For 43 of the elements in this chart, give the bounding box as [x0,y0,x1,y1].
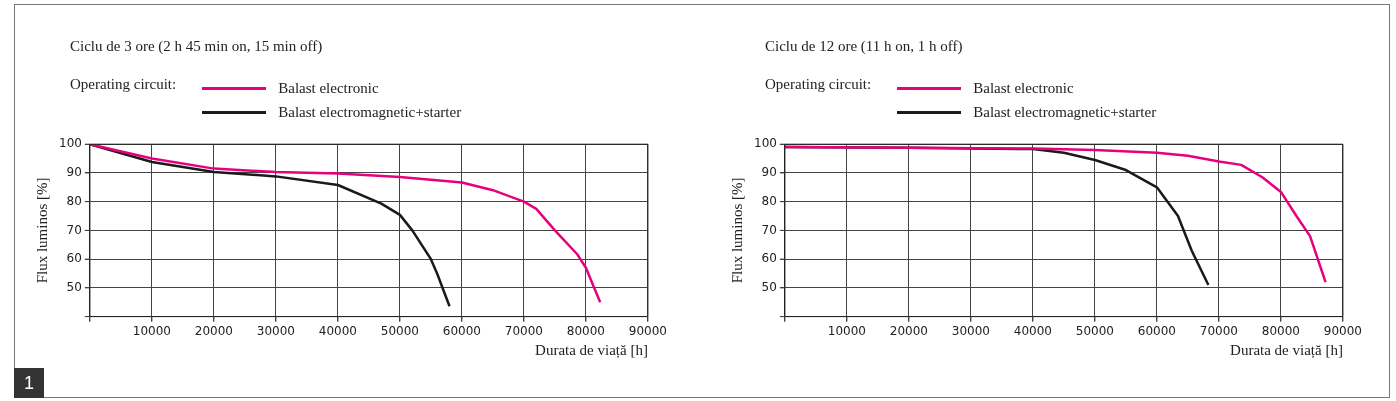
legend-label: Balast electronic [278,79,379,97]
y-tick-label: 50 [761,279,777,294]
y-axis-title: Flux luminos [%] [728,177,745,284]
y-tick-label: 80 [66,193,82,208]
y-tick-label: 60 [761,251,777,266]
x-tick-label: 30000 [951,323,990,338]
x-tick-label: 50000 [1075,323,1114,338]
x-tick-label: 90000 [1323,323,1363,338]
y-axis-title: Flux luminos [%] [33,177,50,284]
x-tick-label: 40000 [318,323,357,338]
chart-title: Ciclu de 12 ore (11 h on, 1 h off) [765,38,963,55]
legend-label: Balast electromagnetic+starter [278,103,462,121]
x-tick-label: 10000 [132,323,171,338]
chart-title: Ciclu de 3 ore (2 h 45 min on, 15 min off) [70,38,323,55]
x-axis-title: Durata de viață [h] [1230,341,1343,359]
x-tick-label: 60000 [1137,323,1176,338]
x-tick-label: 60000 [442,323,481,338]
y-tick-label: 60 [66,251,82,266]
y-tick-label: 70 [66,222,82,237]
x-tick-label: 90000 [628,323,668,338]
legend-title: Operating circuit: [70,76,177,94]
legend-title: Operating circuit: [765,76,872,94]
y-tick-label: 100 [754,136,777,151]
y-tick-label: 70 [761,222,777,237]
x-tick-label: 80000 [566,323,606,338]
x-tick-label: 20000 [889,323,928,338]
x-tick-label: 20000 [194,323,233,338]
y-tick-label: 80 [761,193,777,208]
legend-label: Balast electronic [973,79,1074,97]
x-tick-label: 50000 [380,323,419,338]
y-tick-label: 50 [66,279,82,294]
x-tick-label: 70000 [504,323,543,338]
legend-label: Balast electromagnetic+starter [973,103,1157,121]
y-tick-label: 100 [59,136,82,151]
y-tick-label: 90 [66,165,82,180]
x-tick-label: 30000 [256,323,295,338]
x-tick-label: 80000 [1261,323,1301,338]
x-tick-label: 70000 [1199,323,1238,338]
y-tick-label: 90 [761,165,777,180]
x-tick-label: 40000 [1013,323,1052,338]
x-axis-title: Durata de viață [h] [535,341,648,359]
x-tick-label: 10000 [827,323,866,338]
text: 1 [14,368,44,398]
